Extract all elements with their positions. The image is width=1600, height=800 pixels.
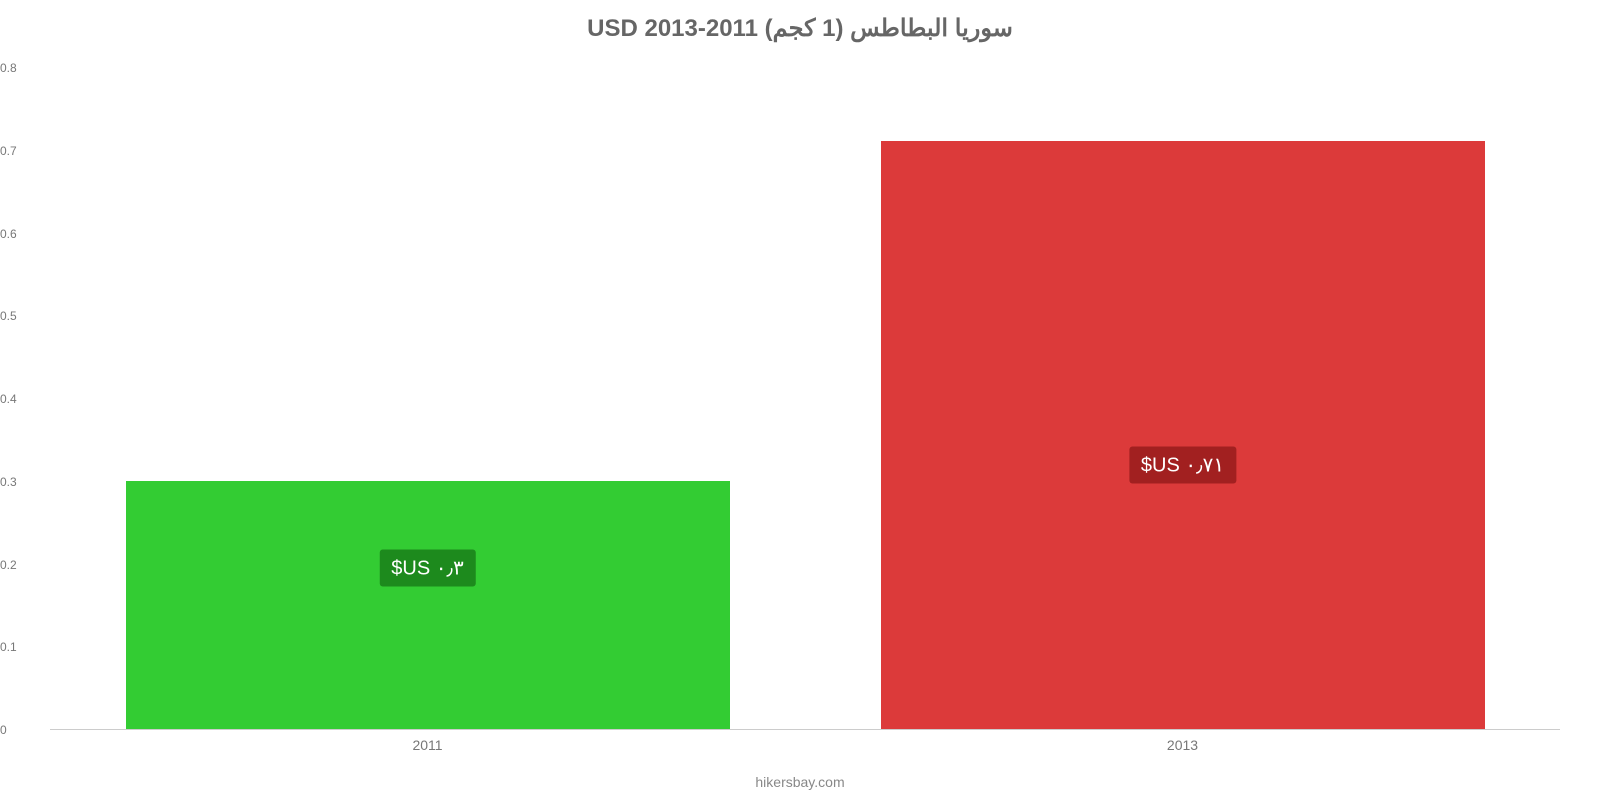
x-tick-label: 2011 — [412, 737, 442, 753]
y-tick-label: 0.5 — [0, 309, 45, 323]
y-tick-label: 0.2 — [0, 558, 45, 572]
bar: ٠٫٧١ US$ — [881, 141, 1485, 729]
y-tick-label: 0.3 — [0, 475, 45, 489]
y-tick-label: 0.7 — [0, 144, 45, 158]
chart-title: سوريا البطاطس (1 كجم) 2011-2013 USD — [0, 14, 1600, 43]
y-tick-label: 0.4 — [0, 392, 45, 406]
bar: ٠٫٣ US$ — [126, 481, 730, 729]
bar-value-label: ٠٫٣ US$ — [379, 549, 475, 586]
y-tick-label: 0.6 — [0, 227, 45, 241]
bar-chart: سوريا البطاطس (1 كجم) 2011-2013 USD 00.1… — [0, 0, 1600, 800]
y-tick-label: 0.8 — [0, 61, 45, 75]
x-tick-label: 2013 — [1167, 737, 1198, 753]
plot-area: 00.10.20.30.40.50.60.70.8٠٫٣ US$2011٠٫٧١… — [50, 68, 1560, 730]
bar-value-label: ٠٫٧١ US$ — [1129, 446, 1236, 483]
attribution: hikersbay.com — [0, 774, 1600, 790]
y-tick-label: 0 — [0, 723, 45, 737]
y-tick-label: 0.1 — [0, 640, 45, 654]
